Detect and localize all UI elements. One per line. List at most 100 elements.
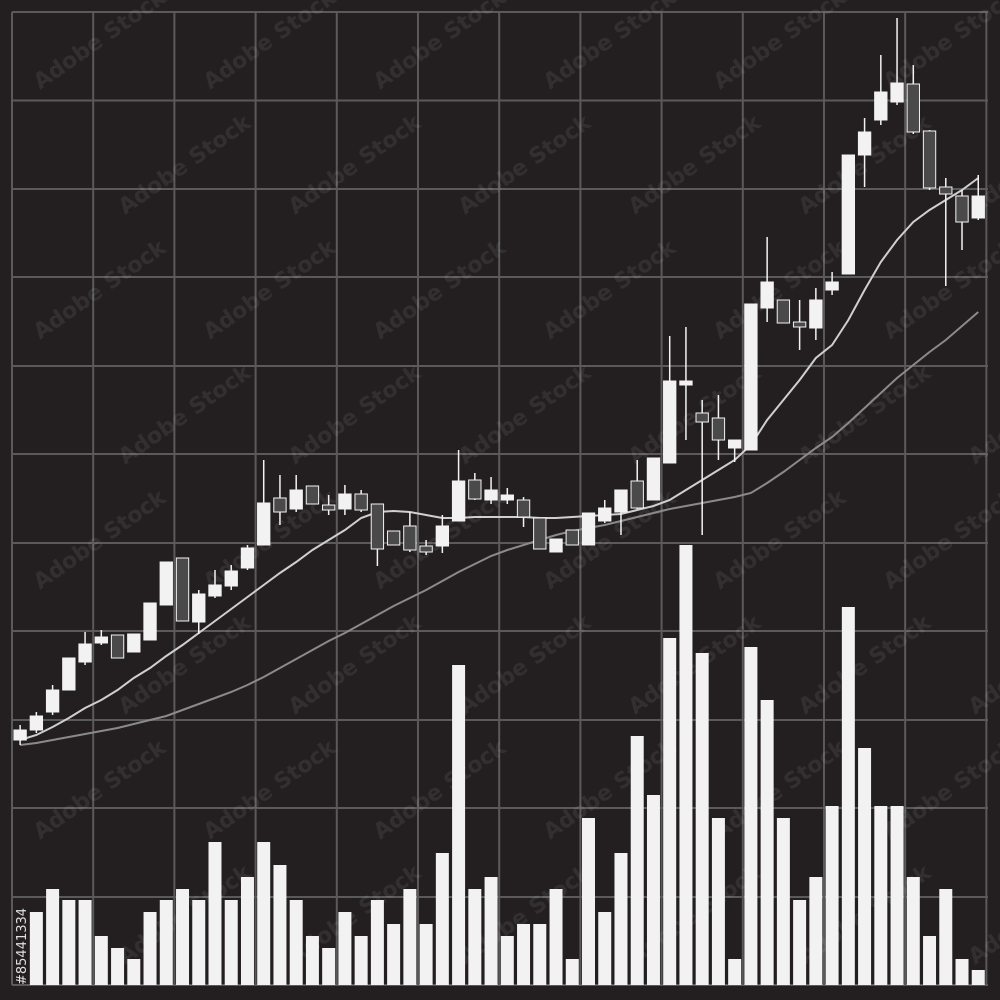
volume-bar (760, 700, 774, 985)
candle-body (841, 154, 856, 275)
volume-bar (841, 607, 855, 985)
candle-body (484, 489, 498, 501)
candle-body (370, 503, 385, 550)
candle-body (971, 195, 985, 219)
volume-bar (192, 900, 206, 985)
volume-bar (273, 865, 287, 985)
candle-body (565, 529, 579, 546)
volume-bar (305, 936, 319, 985)
candle-body (273, 497, 287, 513)
volume-bar (939, 889, 953, 985)
candle-body (468, 479, 482, 500)
volume-bar (403, 889, 417, 985)
volume-bar (858, 748, 872, 985)
candle-body (646, 457, 661, 501)
volume-bar (500, 936, 514, 985)
candle-body (695, 412, 709, 423)
volume-bar (387, 924, 401, 985)
volume-bar (744, 647, 758, 985)
volume-bar (322, 948, 336, 985)
volume-bar (533, 924, 547, 985)
candle-body (143, 602, 157, 641)
candle-body (776, 299, 791, 324)
candle-body (386, 530, 401, 546)
volume-bar (240, 877, 254, 985)
candle-body (857, 131, 872, 156)
candle-body (110, 634, 125, 659)
candle-body (598, 507, 612, 522)
volume-bar (127, 959, 141, 985)
candle-body (792, 321, 807, 328)
volume-bars (29, 545, 985, 985)
moving-average (19, 177, 979, 741)
volume-bar (111, 948, 125, 985)
candle-body (159, 561, 173, 606)
candle-body (127, 633, 141, 653)
candle-body (45, 689, 60, 713)
volume-bar (971, 970, 985, 985)
volume-bar (62, 900, 76, 985)
volume-bar (370, 900, 384, 985)
volume-bar (468, 889, 482, 985)
candle-body (62, 657, 76, 691)
volume-bar (208, 842, 222, 985)
candle-body (403, 525, 417, 551)
volume-bar (289, 900, 303, 985)
candle-body (711, 417, 726, 441)
volume-bar (955, 959, 969, 985)
candle-body (29, 715, 44, 731)
candle-body (825, 281, 839, 291)
volume-bar (906, 877, 920, 985)
moving-averages (19, 177, 979, 746)
volume-bar (711, 818, 725, 985)
candle-body (760, 281, 774, 309)
volume-bar (435, 853, 449, 985)
grid (11, 11, 988, 986)
volume-bar (874, 806, 888, 985)
candle-body (614, 489, 628, 513)
candle-body (549, 538, 563, 553)
candle-body (240, 547, 255, 569)
volume-bar (695, 653, 709, 985)
candle-body (516, 499, 531, 518)
volume-bar (338, 912, 352, 985)
candle-body (305, 485, 320, 505)
volume-bar (582, 818, 596, 985)
volume-bar (224, 900, 238, 985)
volume-bar (29, 912, 43, 985)
candles (13, 18, 985, 745)
volume-bar (728, 959, 742, 985)
volume-bar (614, 853, 628, 985)
volume-bar (809, 877, 823, 985)
candle-body (744, 303, 758, 451)
volume-bar (143, 912, 157, 985)
moving-average (19, 311, 979, 746)
image-id: #85441334 (15, 908, 30, 985)
candle-body (890, 82, 904, 103)
candle-body (727, 439, 742, 449)
volume-bar (484, 877, 498, 985)
candle-body (78, 643, 92, 663)
volume-bar (825, 806, 839, 985)
volume-bar (776, 818, 790, 985)
candle-body (500, 494, 514, 501)
volume-bar (452, 665, 466, 985)
volume-bar (890, 806, 904, 985)
candle-body (663, 380, 677, 464)
candle-body (939, 186, 953, 195)
candle-body (354, 493, 368, 511)
candle-body (630, 480, 644, 509)
volume-bar (679, 545, 693, 985)
volume-bar (630, 736, 644, 985)
volume-bar (176, 889, 190, 985)
volume-bar (419, 924, 433, 985)
candle-body (451, 480, 466, 522)
volume-bar (793, 900, 807, 985)
volume-bar (565, 959, 579, 985)
candle-body (874, 91, 888, 121)
candle-body (257, 502, 271, 546)
candle-body (224, 570, 238, 587)
candle-body (289, 489, 303, 510)
